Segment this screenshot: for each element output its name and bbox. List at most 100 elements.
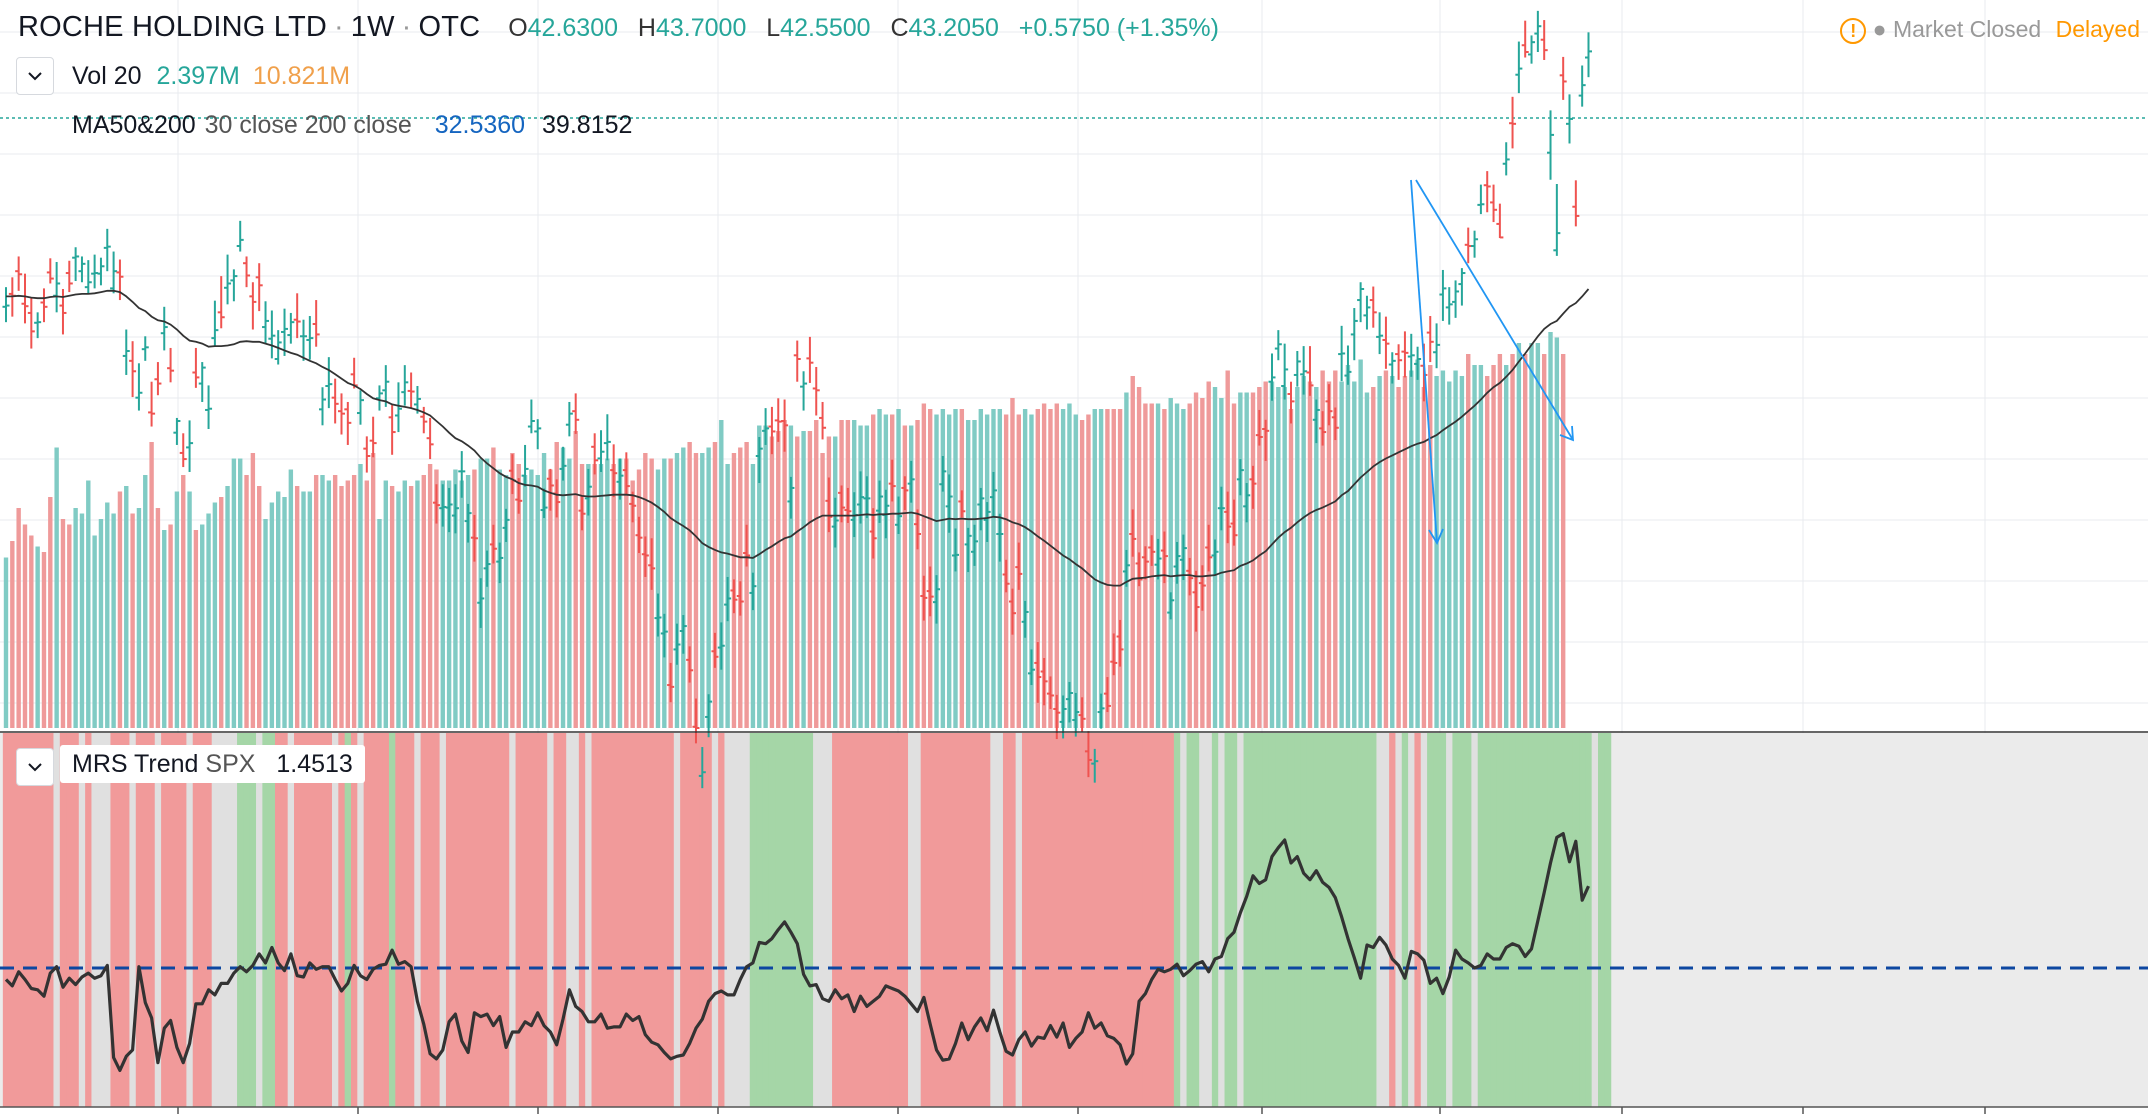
ohlc-bar [122,329,130,375]
volume-bar [1168,398,1173,728]
ohlc-bar [869,508,877,559]
mrs-zone [806,733,814,1107]
ohlc-bar [920,575,928,621]
volume-bar [1225,370,1230,728]
volume-bar [1383,370,1389,728]
mrs-zone [730,733,738,1107]
volume-collapse-button[interactable] [16,57,54,95]
ohlc-bar [977,487,985,531]
mrs-collapse-button[interactable] [16,748,54,786]
ohlc-bar [1458,268,1466,306]
volume-bar [1048,409,1053,728]
volume-bar [1504,365,1509,728]
ohlc-bar [1559,56,1567,100]
ma-name[interactable]: MA50&200 [72,111,196,139]
mrs-zone [1313,733,1321,1107]
ohlc-bar [394,382,402,433]
volume-bar [1098,409,1104,728]
mrs-zone [148,733,156,1107]
mrs-zone [1015,733,1023,1107]
ohlc-bar [705,694,713,738]
mrs-zone [91,733,99,1107]
interval[interactable]: 1W [350,11,395,43]
volume-bar [984,414,990,728]
volume-bar [415,480,420,728]
ohlc-bar [1084,731,1092,778]
mrs-zone [1414,733,1422,1107]
mrs-zone [483,733,491,1107]
volume-bar [630,480,635,728]
mrs-zone [369,733,377,1107]
mrs-zone [1370,733,1378,1107]
mrs-zone [123,733,131,1107]
ohlc-bar [958,490,966,518]
ohlc-bar [603,414,611,461]
mrs-zone [395,733,403,1107]
mrs-zone [1110,733,1118,1107]
mrs-zone [53,733,61,1107]
change-value: +0.5750 (+1.35%) [1018,14,1219,42]
volume-bar [1288,409,1294,728]
volume-bar [706,447,711,728]
mrs-zone [1072,733,1080,1107]
volume-bar [643,453,648,728]
ohlc-bar [1363,295,1371,330]
mrs-zone [876,733,884,1107]
volume-bar [820,453,825,728]
ohlc-bar [1528,35,1536,64]
volume-bar [503,475,509,728]
ohlc-bar [445,487,453,533]
ohlc-bar [1034,642,1042,703]
ohlc-bar [1306,346,1314,396]
mrs-zone [135,733,143,1107]
mrs-zone [287,733,295,1107]
volume-bar [908,425,914,728]
mrs-zone [21,733,29,1107]
volume-bar [294,486,300,728]
volume-bar [288,469,294,728]
market-status-text: Market Closed [1892,16,2042,42]
ohlc-bar [629,491,637,523]
mrs-zone [1262,733,1270,1107]
ohlc-bar [641,536,649,577]
mrs-zone [376,733,384,1107]
mrs-zone [838,733,846,1107]
mrs-zone [1129,733,1137,1107]
mrs-zone [1572,733,1580,1107]
mrs-zone [1085,733,1093,1107]
volume-bar [1440,370,1446,728]
mrs-zone [1123,733,1131,1107]
mrs-zone [1553,733,1561,1107]
volume-bar [358,464,363,728]
ohlc-bar [186,420,194,472]
ohlc-bar [800,371,808,411]
mrs-zone [1021,733,1029,1107]
mrs-zone [889,733,896,1107]
mrs-zone [547,733,555,1107]
mrs-zone [819,733,827,1107]
volume-bar [1333,370,1338,728]
mrs-zone [654,733,662,1107]
volume-bar [149,442,154,728]
volume-bar [826,436,832,728]
volume-bar [883,414,889,728]
ohlc-bar [793,340,801,382]
ohlc-bar [1122,549,1130,587]
ohlc-bar [21,273,29,324]
ohlc-bar [749,572,757,611]
volume-bar [1257,387,1262,728]
mrs-zone [1281,733,1289,1107]
mrs-zone [1382,733,1390,1107]
volume-bar [1086,414,1091,728]
mrs-zone [294,733,301,1107]
symbol-name[interactable]: ROCHE HOLDING LTD [18,11,328,43]
ohlc-bar [679,615,687,654]
ohlc-bar [970,524,978,566]
ohlc-bar [1217,486,1225,531]
mrs-line [4,832,1590,1072]
mrs-name[interactable]: MRS Trend [72,750,199,778]
mrs-zone [1047,733,1055,1107]
market-status[interactable]: ! ● Market Closed Delayed [1840,14,2140,44]
volume-name[interactable]: Vol 20 [72,62,142,90]
